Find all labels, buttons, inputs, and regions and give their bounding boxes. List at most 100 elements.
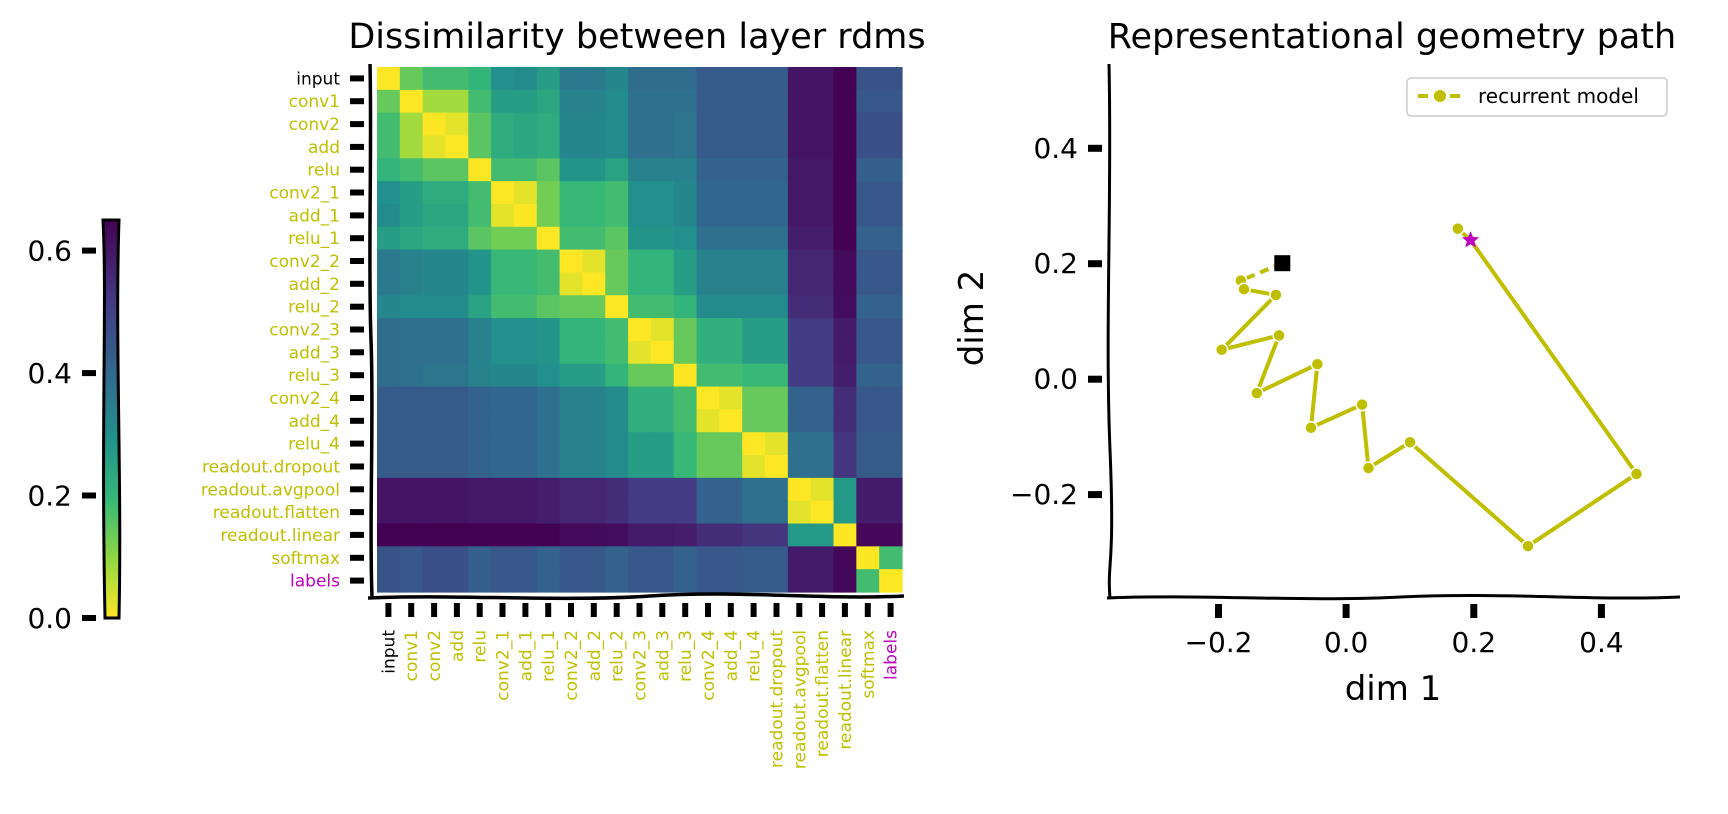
heatmap-cell bbox=[422, 409, 447, 433]
heatmap-cell bbox=[742, 363, 766, 388]
heatmap-cell bbox=[628, 546, 652, 570]
heatmap-cell bbox=[399, 523, 424, 547]
heatmap-cell bbox=[559, 318, 584, 342]
heatmap-cell bbox=[879, 318, 903, 342]
heatmap-cell bbox=[491, 500, 515, 525]
heatmap-column-labels: input conv1 conv2 add relu conv2_1 add_1 relu_1… bbox=[379, 630, 901, 769]
heatmap-cell bbox=[673, 67, 698, 91]
heatmap-cell bbox=[833, 569, 857, 593]
path-x-tick-label: 0.0 bbox=[1324, 626, 1369, 659]
heatmap-cell bbox=[810, 272, 835, 296]
heatmap-cell bbox=[787, 226, 812, 251]
path-bottom-spine bbox=[1106, 593, 1681, 601]
colorbar: 0.0 0.2 0.4 0.6 bbox=[27, 218, 122, 635]
heatmap-cell bbox=[559, 409, 584, 433]
heatmap-cell bbox=[719, 569, 743, 593]
heatmap-cell bbox=[559, 158, 584, 182]
heatmap-y-tick bbox=[350, 349, 364, 356]
heatmap-cell bbox=[513, 363, 538, 388]
heatmap-cell bbox=[536, 272, 561, 296]
heatmap-column-label: softmax bbox=[859, 630, 879, 699]
heatmap-cell bbox=[719, 477, 743, 502]
heatmap-cell bbox=[879, 546, 903, 570]
heatmap-cell bbox=[833, 272, 857, 296]
heatmap-cell bbox=[742, 181, 766, 205]
heatmap-x-tick bbox=[636, 603, 643, 617]
heatmap-cell bbox=[582, 181, 606, 205]
heatmap-cell bbox=[468, 500, 492, 525]
heatmap-cell bbox=[445, 432, 469, 456]
heatmap-cell bbox=[445, 203, 469, 228]
heatmap-cell bbox=[810, 203, 835, 228]
heatmap-y-tick bbox=[350, 121, 364, 128]
heatmap-column-label: relu_2 bbox=[608, 630, 628, 682]
heatmap-cell bbox=[399, 363, 424, 388]
path-y-tick bbox=[1088, 491, 1102, 499]
heatmap-cell bbox=[650, 181, 675, 205]
heatmap-cell bbox=[742, 386, 766, 410]
heatmap-cell bbox=[582, 112, 606, 137]
heatmap-cell bbox=[650, 203, 675, 228]
heatmap-cell bbox=[468, 569, 492, 593]
heatmap-x-tick bbox=[408, 603, 415, 617]
heatmap-cell bbox=[605, 249, 629, 274]
heatmap-cell bbox=[810, 363, 835, 388]
heatmap-column-label: add bbox=[448, 630, 468, 662]
heatmap-cell bbox=[399, 181, 424, 205]
heatmap-column-label: readout.linear bbox=[836, 630, 856, 750]
heatmap-cell bbox=[787, 135, 812, 159]
heatmap-axes bbox=[350, 63, 905, 617]
heatmap-cell bbox=[399, 226, 424, 251]
heatmap-cell bbox=[650, 318, 675, 342]
heatmap-cell bbox=[628, 181, 652, 205]
heatmap-cell bbox=[628, 67, 652, 91]
heatmap-cell bbox=[810, 523, 835, 547]
heatmap-cell bbox=[719, 340, 743, 365]
heatmap-x-tick bbox=[773, 603, 780, 617]
heatmap-cell bbox=[719, 318, 743, 342]
heatmap-column-label: conv2_3 bbox=[631, 630, 651, 701]
heatmap-cell bbox=[491, 158, 515, 182]
heatmap-cell bbox=[399, 158, 424, 182]
heatmap-cell bbox=[810, 158, 835, 182]
heatmap-cell bbox=[559, 272, 584, 296]
heatmap-cell bbox=[696, 455, 720, 479]
heatmap-cell bbox=[856, 409, 880, 433]
heatmap-cell bbox=[468, 455, 492, 479]
heatmap-cell bbox=[696, 203, 720, 228]
heatmap-cell bbox=[673, 477, 698, 502]
heatmap-row-label: readout.avgpool bbox=[201, 480, 340, 500]
heatmap-cell bbox=[605, 226, 629, 251]
heatmap-cell bbox=[377, 226, 401, 251]
heatmap-cell bbox=[742, 409, 766, 433]
heatmap-cell bbox=[513, 523, 538, 547]
heatmap-y-tick bbox=[350, 395, 364, 401]
heatmap-cell bbox=[787, 386, 812, 410]
heatmap-cell bbox=[513, 67, 538, 91]
heatmap-cell bbox=[536, 340, 561, 365]
heatmap-x-tick bbox=[453, 603, 460, 617]
heatmap-cell bbox=[468, 295, 492, 319]
heatmap-cell bbox=[605, 569, 629, 593]
colorbar-tick-label: 0.2 bbox=[27, 480, 72, 513]
path-y-tick-label: 0.0 bbox=[1033, 363, 1078, 396]
heatmap-cell bbox=[650, 546, 675, 570]
heatmap-x-tick bbox=[613, 603, 620, 617]
heatmap-cell bbox=[696, 249, 720, 274]
heatmap-row-label: relu_3 bbox=[288, 366, 340, 386]
heatmap-cell bbox=[559, 181, 584, 205]
heatmap-y-tick bbox=[350, 463, 364, 470]
heatmap-x-tick bbox=[568, 603, 574, 617]
heatmap-cell bbox=[696, 112, 720, 137]
heatmap-cell bbox=[377, 135, 401, 159]
heatmap-cell bbox=[582, 432, 606, 456]
heatmap-cell bbox=[582, 569, 606, 593]
heatmap-cell bbox=[742, 135, 766, 159]
legend: recurrent model bbox=[1406, 77, 1668, 117]
heatmap-cell bbox=[673, 203, 698, 228]
heatmap-cell bbox=[696, 546, 720, 570]
heatmap-row-label: conv2_2 bbox=[269, 252, 340, 272]
heatmap-cell bbox=[765, 226, 789, 251]
heatmap-cell bbox=[377, 386, 401, 410]
